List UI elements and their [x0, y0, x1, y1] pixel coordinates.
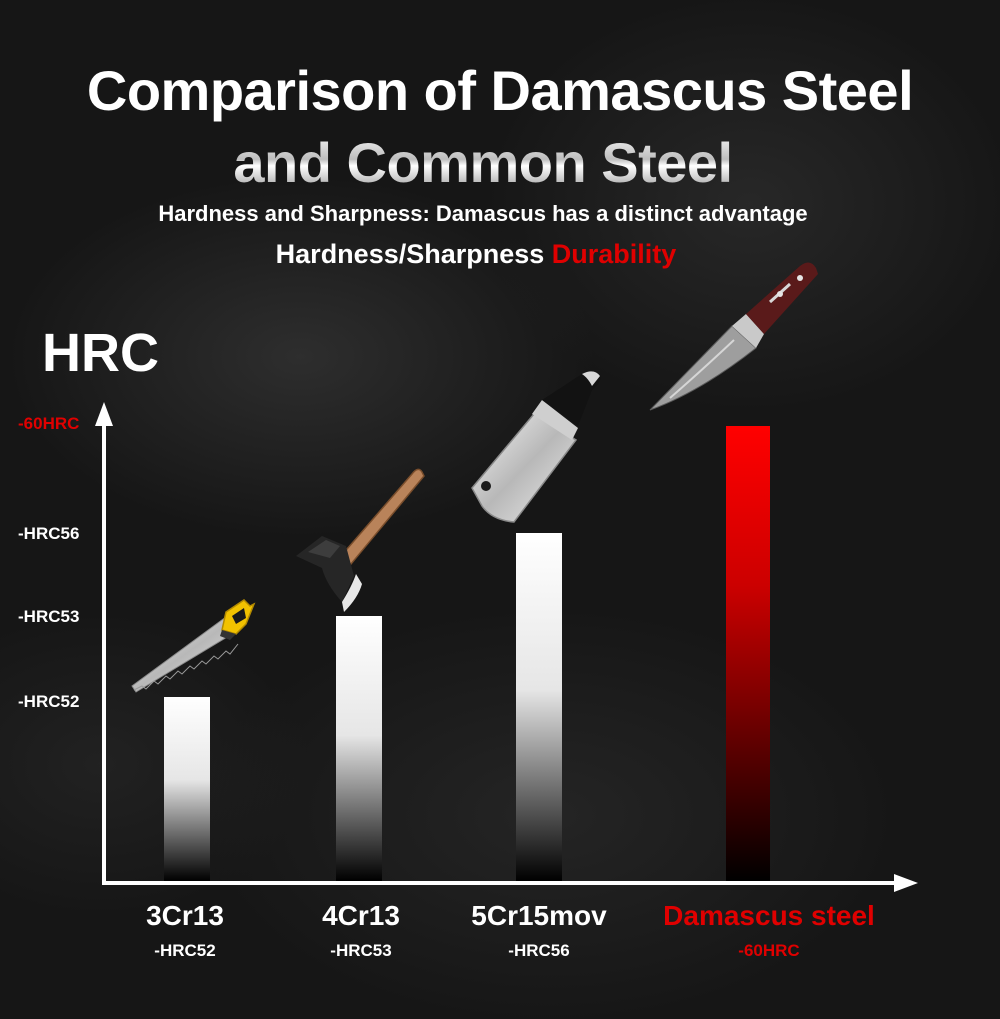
x-category-label: Damascus steel [663, 900, 875, 931]
y-axis-label: HRC [42, 323, 159, 383]
tagline: Hardness/Sharpness Durability [0, 239, 952, 270]
hand-saw-icon [131, 599, 256, 693]
axe-icon [296, 468, 425, 612]
tagline-white: Hardness/Sharpness [275, 239, 552, 269]
bar-5cr15mov [516, 533, 562, 881]
x-category-label: 3Cr13 [146, 900, 224, 931]
x-category-label: 5Cr15mov [471, 900, 607, 931]
bar-4cr13 [336, 616, 382, 881]
tagline-red: Durability [551, 239, 677, 269]
bars-group [164, 426, 770, 881]
y-axis [95, 402, 113, 885]
x-value-label: -HRC56 [508, 941, 570, 960]
x-axis [102, 874, 918, 892]
x-value-label: -HRC52 [154, 941, 216, 960]
x-value-label: -60HRC [738, 941, 800, 960]
y-tick-label: -HRC56 [18, 524, 80, 543]
subtitle: Hardness and Sharpness: Damascus has a d… [158, 201, 808, 226]
x-category-label: 4Cr13 [322, 900, 400, 931]
page-title-line2: and Common Steel [0, 130, 966, 195]
y-tick-label: -HRC52 [18, 692, 80, 711]
page-title-line1: Comparison of Damascus Steel [86, 59, 914, 122]
bar-damascus-steel [726, 426, 770, 881]
damascus-knife-icon [649, 262, 818, 411]
x-value-label: -HRC53 [330, 941, 392, 960]
cleaver-icon [471, 371, 601, 523]
y-tick-label: -HRC53 [18, 607, 80, 626]
y-tick-label: -60HRC [18, 414, 80, 433]
bar-3cr13 [164, 697, 210, 881]
